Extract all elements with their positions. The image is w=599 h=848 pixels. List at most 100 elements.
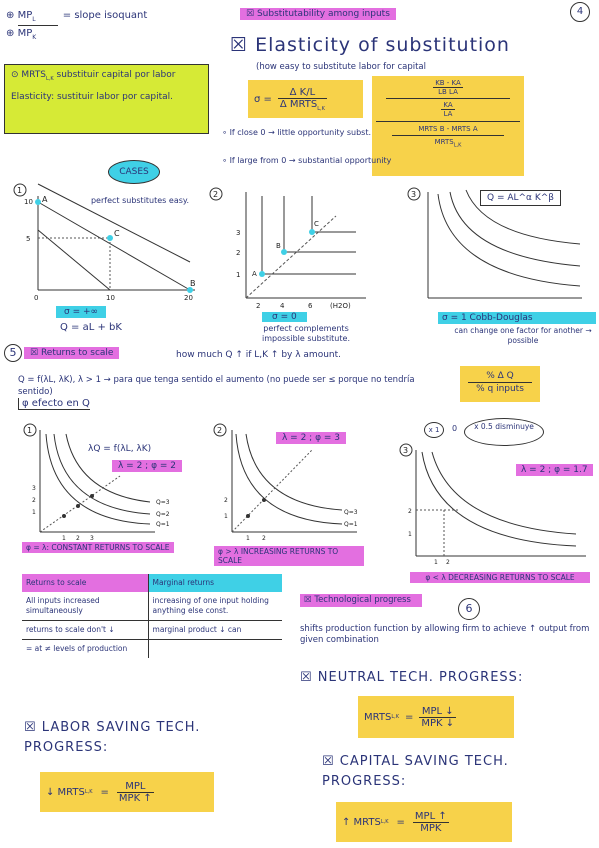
expanded-mid-num: KA — [441, 101, 455, 110]
rgraph2-params: λ = 2 ; φ = 3 — [276, 432, 346, 444]
graph2-caption: perfect complements impossible substitut… — [262, 324, 350, 343]
rgraph3-xtick-1: 1 — [434, 559, 438, 565]
elasticity-title: ☒ Elasticity of substitution — [230, 34, 510, 56]
graph1-formula: Q = aL + bK — [60, 322, 122, 333]
sigma-den-text: Δ MRTS — [279, 98, 318, 110]
capital-den: MPK — [420, 822, 442, 834]
neutral-num: MPL ↓ — [419, 706, 457, 718]
graph3-cobb-douglas: 3 — [407, 187, 582, 299]
graph2-xtick-4: 4 — [280, 302, 285, 310]
rgraph1-pt-1 — [62, 514, 66, 518]
neutral-title-text: NEUTRAL TECH. PROGRESS: — [317, 670, 524, 685]
graph1-label-a: A — [42, 195, 48, 204]
returns-pct-den: % q inputs — [476, 384, 524, 394]
rgraph2-q1: Q=1 — [344, 521, 358, 528]
capital-equals: = — [396, 816, 405, 828]
graph3-curve-2 — [449, 191, 581, 267]
rgraph2-q3: Q=3 — [344, 509, 358, 516]
graph1-number: 1 — [17, 186, 22, 195]
expanded-main-bar — [376, 121, 520, 122]
mpk-text: MP — [17, 28, 33, 39]
neutral-formula: MRTS L,K = MPL ↓ MPK ↓ — [358, 696, 514, 738]
graph1-perfect-substitutes: 1 A C B 10 5 0 10 20 — [13, 183, 196, 302]
green-line1-rest: substituir capital por labor — [56, 70, 176, 80]
capital-title: ☒ CAPITAL SAVING TECH. PROGRESS: — [322, 754, 509, 789]
labor-formula: ↓ MRTS L,K = MPL MPK ↑ — [40, 772, 214, 812]
table-head-left: Returns to scale — [22, 574, 149, 592]
graph2-expansion-path — [245, 215, 337, 299]
rgraph1-caption: φ = λ: CONSTANT RETURNS TO SCALE — [22, 542, 174, 553]
graph2-point-c — [309, 229, 315, 235]
labor-title-text: LABOR SAVING TECH. PROGRESS: — [24, 720, 201, 755]
rgraph3-ytick-1: 1 — [408, 531, 412, 538]
elasticity-subtitle: (how easy to substitute labor for capita… — [256, 62, 427, 72]
neutral-sub: L,K — [391, 714, 399, 720]
rgraph2-curve-1 — [235, 433, 343, 525]
returns-section-number-text: 5 — [9, 346, 17, 359]
graph2-xnote: (H2O) — [330, 302, 351, 310]
rgraph2-xtick-2: 2 — [262, 535, 266, 542]
graph2-ytick-2: 2 — [236, 249, 240, 257]
returns-section-number: 5 — [4, 344, 22, 362]
labor-den: MPK ↑ — [118, 792, 152, 804]
header-tag: ☒ Substitutability among inputs — [240, 8, 396, 20]
graph2-number: 2 — [213, 190, 218, 199]
elasticity-title-text: Elasticity of substitution — [255, 34, 510, 56]
rgraph1-pt-3 — [90, 494, 94, 498]
graph2-label-b: B — [276, 242, 281, 250]
graph3-curve-3 — [465, 189, 581, 245]
rgraph2-caption: φ > λ INCREASING RETURNS TO SCALE — [214, 546, 364, 566]
cases-badge: CASES — [108, 160, 160, 184]
rgraph2-number: 2 — [217, 426, 222, 435]
rgraph1-ray — [39, 475, 121, 533]
expanded-bar-2 — [392, 135, 504, 136]
graph3-number: 3 — [411, 190, 416, 199]
expanded-mid: KA LA — [441, 101, 455, 118]
rgraph2-curve-2 — [245, 433, 343, 511]
expanded-bot-num: MRTS B - MRTS A — [418, 125, 478, 133]
table-row-1: All inputs increased simultaneously incr… — [22, 592, 282, 621]
capital-lhs: ↑ MRTS — [342, 816, 381, 828]
table-r1-right: increasing of one input holding anything… — [148, 592, 282, 621]
capital-formula: ↑ MRTS L,K = MPL ↑ MPK — [336, 802, 512, 842]
tech-number: 6 — [458, 598, 480, 620]
rgraph2-number-circle — [213, 423, 227, 437]
rgraph2-increasing: 2 2 1 1 2 Q=3 Q=1 — [213, 423, 358, 542]
graph3-number-circle — [407, 187, 421, 201]
graph2-xtick-6: 6 — [308, 302, 313, 310]
elasticity-bullet1: ∘ If close 0 → little opportunity subst. — [222, 128, 372, 137]
expanded-bar-1 — [386, 98, 510, 99]
rgraph1-q3: Q=3 — [156, 499, 170, 506]
graph3-sigma: σ = 1 Cobb-Douglas — [438, 312, 596, 324]
expanded-top-num: KB - KA — [433, 79, 463, 88]
rgraph2-pt-2 — [262, 498, 266, 502]
table-r3-left: = at ≠ levels of production — [22, 640, 149, 658]
graph1-line-lower — [37, 229, 111, 291]
graph1-xtick-0: 0 — [34, 294, 38, 302]
rgraph1-ytick-2: 2 — [32, 497, 36, 504]
tech-tag-text: Technological progress — [314, 595, 411, 605]
mpk-line: ⊕ MPK — [6, 28, 37, 41]
graph3-formula-box: Q = AL^α K^β — [480, 190, 562, 206]
graph1-point-c — [107, 235, 113, 241]
graph2-number-circle — [209, 187, 223, 201]
returns-pct-box: % Δ Q % q inputs — [460, 366, 540, 402]
labor-lhs: ↓ MRTS — [46, 786, 85, 798]
neutral-den: MPK ↓ — [421, 717, 455, 729]
graph2-sigma: σ = 0 — [262, 312, 307, 322]
expanded-top: KB - KA LB LA — [433, 79, 463, 96]
table-row-2: returns to scale don't ↓ marginal produc… — [22, 621, 282, 640]
rgraph1-xtick-3: 3 — [90, 535, 94, 542]
rgraph1-curve-2 — [53, 433, 151, 515]
table-row-3: = at ≠ levels of production — [22, 640, 282, 658]
graph1-sigma: σ = +∞ — [56, 306, 107, 318]
returns-formula: Q = f(λL, λK), λ > 1 → para que tenga se… — [18, 375, 415, 397]
page-number-text: 4 — [576, 6, 584, 17]
bullet1-text: If close 0 → little opportunity subst. — [229, 128, 372, 137]
green-note-line1: ⊙ MRTSL,K substituir capital por labor — [11, 70, 176, 82]
rgraph2-xtick-1: 1 — [246, 535, 250, 542]
rgraph1-ytick-1: 1 — [32, 509, 36, 516]
sigma-formula: σ = Δ K/L Δ MRTSL,K — [248, 80, 363, 118]
green-note-box: ⊙ MRTSL,K substituir capital por labor E… — [4, 64, 209, 134]
rgraph2-pt-1 — [246, 514, 250, 518]
